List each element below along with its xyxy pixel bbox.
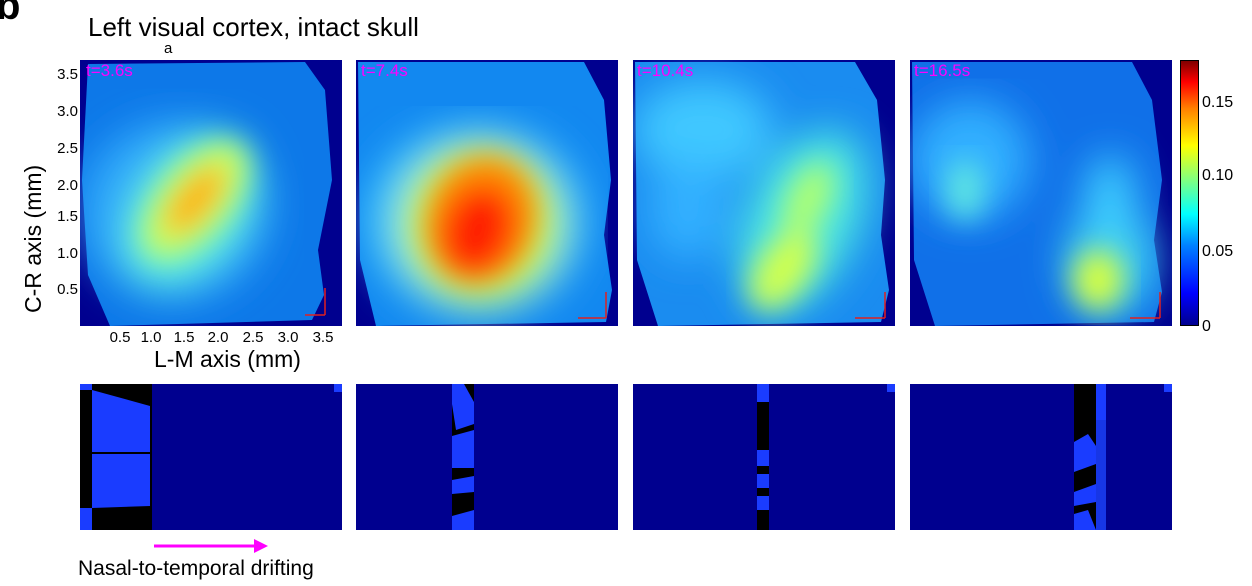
frame-time-label: t=7.4s [361,61,408,80]
colorbar [1180,60,1199,326]
heatmap-frame-2 [356,60,618,326]
y-tick-label: 2.5 [57,140,78,157]
panel-letter: b [0,0,21,28]
heatmap-frame-4 [910,60,1172,326]
figure-title: Left visual cortex, intact skull a [88,12,419,57]
stimulus-frame-2 [356,384,618,530]
stimulus-frame-3 [633,384,895,530]
y-tick-label: 3.0 [57,103,78,120]
y-tick-label: 3.5 [57,66,78,83]
heatmap-frame-1 [80,60,342,326]
x-tick-label: 3.5 [312,329,334,346]
figure-title-text: Left visual cortex, intact skull [88,12,419,42]
stimulus-frame-4 [910,384,1172,530]
frame-time-label: t=3.6s [86,61,133,80]
x-tick-label: 2.0 [207,329,229,346]
x-tick-label: 2.5 [242,329,264,346]
frame-time-label: t=16.5s [914,61,971,80]
x-tick-label: 1.0 [140,329,162,346]
x-tick-label: 3.0 [277,329,299,346]
heatmap-frame-3 [633,60,895,326]
x-tick-label: 1.5 [173,329,195,346]
colorbar-tick-label: 0.05 [1202,243,1234,260]
x-axis-label: L-M axis (mm) [154,346,301,372]
colorbar-tick-label: 0.10 [1202,167,1234,184]
colorbar-tick-label: 0 [1202,318,1211,335]
drift-direction-arrow-icon [154,539,268,553]
figure-title-subscript: a [164,40,173,57]
frame-time-label: t=10.4s [637,61,694,80]
y-tick-label: 1.5 [57,208,78,225]
y-tick-label: 1.0 [57,245,78,262]
y-tick-label: 2.0 [57,177,78,194]
x-tick-label: 0.5 [109,329,131,346]
stimulus-frame-1 [80,384,342,530]
stimulus-caption: Nasal-to-temporal drifting [78,557,314,580]
colorbar-tick-label: 0.15 [1202,94,1234,111]
y-tick-label: 0.5 [57,281,78,298]
